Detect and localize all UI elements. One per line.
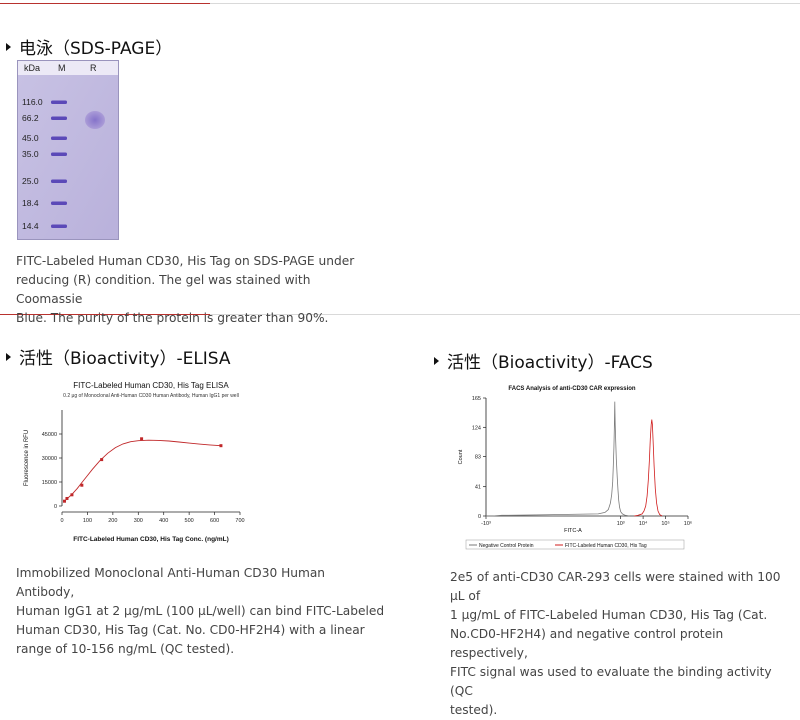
elisa-x-tick-label: 200 <box>108 518 117 524</box>
gel-sample-band <box>85 111 105 129</box>
elisa-x-tick-label: 0 <box>60 518 63 524</box>
facs-negative-control-curve <box>486 401 630 517</box>
gel-marker-label: 18.4 <box>22 198 39 208</box>
sds-page-caption: FITC-Labeled Human CD30, His Tag on SDS-… <box>16 254 355 325</box>
elisa-data-point <box>70 493 74 497</box>
gel-col-r: R <box>90 63 97 73</box>
elisa-heading: 活性（Bioactivity）-ELISA <box>6 344 231 369</box>
facs-y-tick-label: 0 <box>478 514 481 520</box>
facs-cd30-curve <box>634 419 663 517</box>
elisa-y-tick-label: 30000 <box>42 456 57 462</box>
facs-legend-label: Negative Control Protein <box>479 543 534 549</box>
facs-heading: 活性（Bioactivity）-FACS <box>434 348 653 373</box>
gel-marker-label: 14.4 <box>22 221 39 231</box>
elisa-caption: Immobilized Monoclonal Anti-Human CD30 H… <box>16 566 385 656</box>
elisa-x-tick-label: 100 <box>83 518 92 524</box>
facs-x-tick-label: 10⁴ <box>639 520 648 527</box>
facs-x-tick-label: 10³ <box>617 521 625 527</box>
elisa-data-point <box>62 499 66 503</box>
gel-marker-band <box>51 116 67 120</box>
bullet-triangle-icon <box>6 43 11 51</box>
elisa-x-tick-label: 600 <box>210 518 219 524</box>
gel-marker-label: 25.0 <box>22 176 39 186</box>
elisa-data-point <box>140 437 144 441</box>
elisa-x-tick-label: 700 <box>235 518 244 524</box>
elisa-data-point <box>80 483 84 487</box>
elisa-y-label: Fluorescence in RFU <box>24 430 30 486</box>
facs-caption: 2e5 of anti-CD30 CAR-293 cells were stai… <box>450 570 781 717</box>
elisa-data-point <box>65 496 69 500</box>
facs-legend-box <box>465 539 685 550</box>
facs-y-tick-label: 165 <box>472 396 481 402</box>
facs-x-tick-label: 10⁶ <box>684 520 692 527</box>
facs-chart-title: FACS Analysis of anti-CD30 CAR expressio… <box>508 386 635 392</box>
gel-col-kda: kDa <box>24 63 40 73</box>
gel-marker-label: 116.0 <box>22 97 43 107</box>
facs-x-tick-label: -10³ <box>481 521 491 527</box>
top-divider <box>0 3 800 4</box>
elisa-chart: FITC-Labeled Human CD30, His Tag ELISA 0.… <box>24 381 245 543</box>
gel-marker-label: 35.0 <box>22 149 39 159</box>
elisa-data-point <box>219 444 223 448</box>
gel-marker-band <box>51 201 67 205</box>
gel-col-m: M <box>58 63 66 73</box>
facs-y-tick-label: 83 <box>475 455 481 461</box>
elisa-chart-subtitle: 0.2 μg of Monoclonal Anti-Human CD30 Hum… <box>63 393 239 399</box>
facs-y-tick-label: 41 <box>475 485 481 491</box>
middle-divider <box>0 314 800 315</box>
gel-marker-band <box>51 136 67 140</box>
facs-x-tick-label: 10⁵ <box>661 520 669 527</box>
sds-page-heading: 电泳（SDS-PAGE） <box>6 34 172 59</box>
gel-marker-band <box>51 152 67 156</box>
elisa-x-label: FITC-Labeled Human CD30, His Tag Conc. (… <box>73 536 229 543</box>
facs-y-label: Count <box>458 449 464 464</box>
facs-legend-label: FITC-Labeled Human CD30, His Tag <box>565 543 647 549</box>
facs-chart: FACS Analysis of anti-CD30 CAR expressio… <box>458 386 692 550</box>
elisa-y-tick-label: 15000 <box>42 480 57 486</box>
elisa-chart-title: FITC-Labeled Human CD30, His Tag ELISA <box>73 381 229 390</box>
elisa-x-tick-label: 400 <box>159 518 168 524</box>
gel-marker-band <box>51 224 67 228</box>
facs-y-tick-label: 124 <box>472 425 481 431</box>
gel-marker-label: 45.0 <box>22 133 39 143</box>
elisa-y-tick-label: 45000 <box>42 432 57 438</box>
bullet-triangle-icon <box>6 353 11 361</box>
elisa-y-tick-label: 0 <box>54 504 57 510</box>
sds-page-gel-image: kDa M R 116.0 66.2 45.0 35.0 25.0 18.4 14.4 <box>17 60 119 240</box>
elisa-x-tick-label: 300 <box>134 518 143 524</box>
elisa-fit-curve <box>63 439 221 503</box>
gel-marker-band <box>51 179 67 183</box>
elisa-x-tick-label: 500 <box>185 518 194 524</box>
gel-marker-band <box>51 100 67 104</box>
elisa-data-point <box>100 458 104 462</box>
gel-marker-label: 66.2 <box>22 113 39 123</box>
facs-x-label: FITC-A <box>564 528 582 534</box>
bullet-triangle-icon <box>434 357 439 365</box>
